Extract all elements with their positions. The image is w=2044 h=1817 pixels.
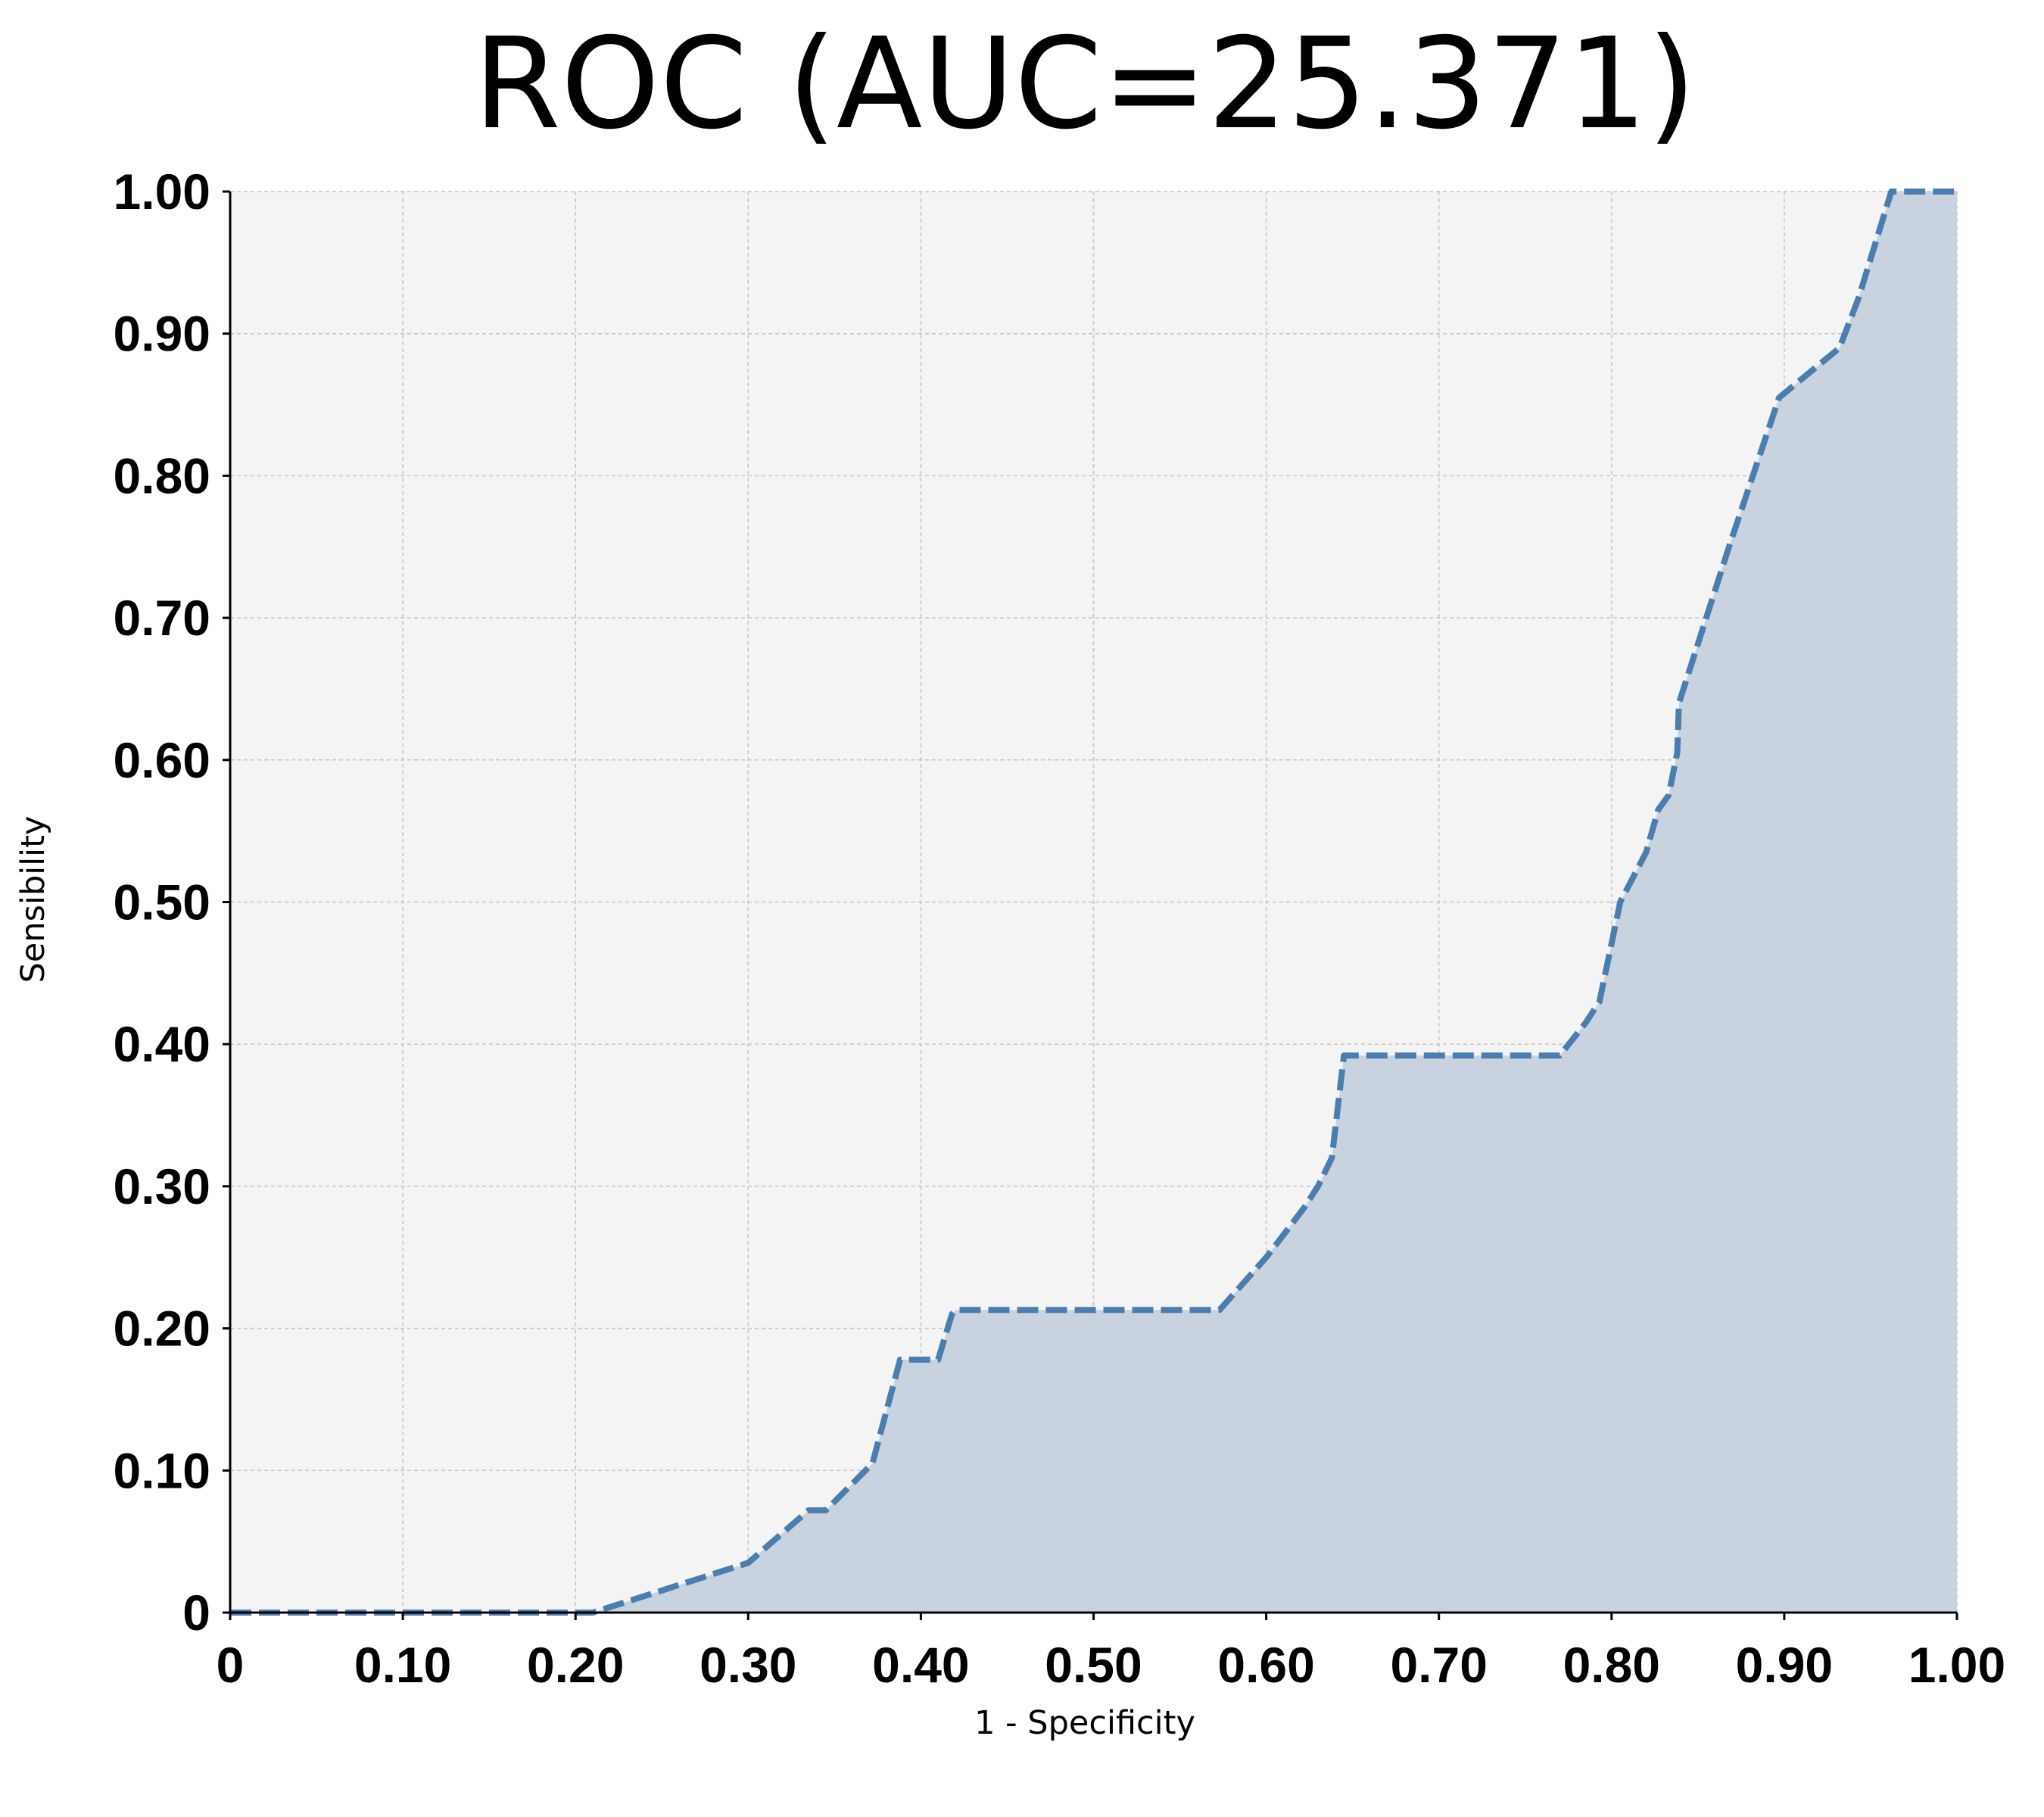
y-axis-ticks: 0 0.10 0.20 0.30 0.40 0.50 0.60 0.70 0.80 0.90 1.0…: [114, 164, 230, 1641]
y-tick-label: 0.80: [114, 447, 210, 503]
x-tick-label: 0.60: [1217, 1637, 1314, 1693]
x-tick-label: 1.00: [1908, 1637, 2005, 1693]
y-tick-label: 0.50: [114, 874, 210, 930]
x-axis-ticks: 0 0.10 0.20 0.30 0.40 0.50 0.60 0.70 0.80 0.90 1.0…: [217, 1613, 2005, 1693]
chart-title: ROC (AUC=25.371): [473, 11, 1696, 157]
x-tick-label: 0.90: [1736, 1637, 1833, 1693]
x-tick-label: 0.80: [1563, 1637, 1660, 1693]
y-tick-label: 0.20: [114, 1301, 210, 1357]
x-axis-label: 1 - Specificity: [974, 1704, 1195, 1742]
y-tick-label: 0.30: [114, 1158, 210, 1214]
roc-curve: [230, 189, 1957, 1616]
x-tick-label: 0.20: [527, 1637, 624, 1693]
y-tick-label: 0.40: [114, 1016, 210, 1072]
y-axis-label: Sensibility: [14, 816, 52, 983]
roc-area-fill: [230, 192, 1957, 1613]
y-tick-label: 0.70: [114, 590, 210, 646]
y-tick-label: 1.00: [114, 164, 210, 220]
y-tick-label: 0: [182, 1585, 210, 1641]
x-tick-label: 0.40: [872, 1637, 969, 1693]
y-tick-label: 0.90: [114, 306, 210, 362]
x-tick-label: 0: [217, 1637, 245, 1693]
x-tick-label: 0.50: [1045, 1637, 1142, 1693]
x-tick-label: 0.30: [700, 1637, 796, 1693]
x-tick-label: 0.10: [354, 1637, 451, 1693]
y-tick-label: 0.60: [114, 732, 210, 788]
y-tick-label: 0.10: [114, 1442, 210, 1498]
x-tick-label: 0.70: [1390, 1637, 1487, 1693]
